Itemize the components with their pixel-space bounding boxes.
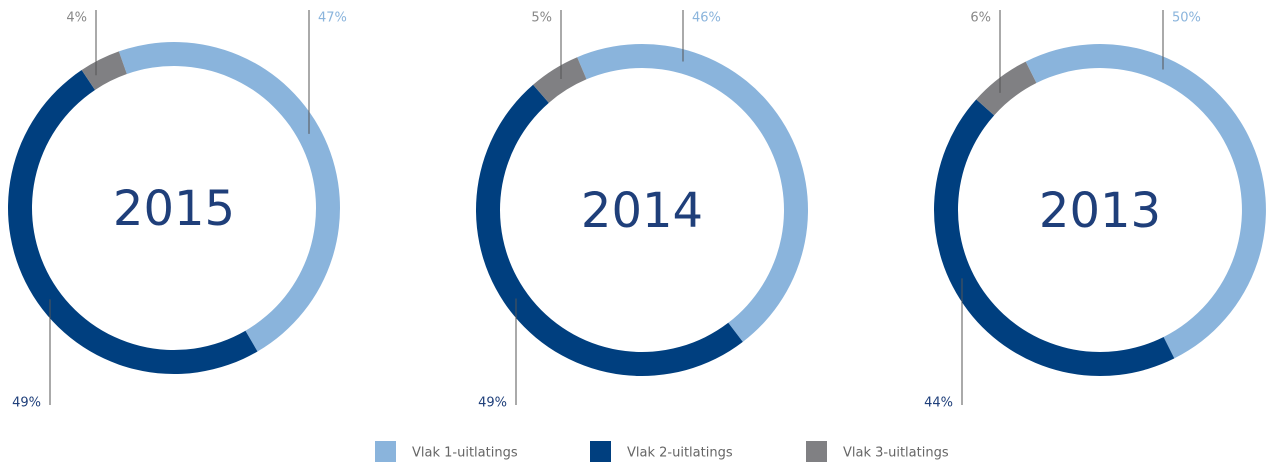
value-label: 5% [531,11,552,26]
legend-label: Vlak 2-uitlatings [627,446,733,461]
legend-swatch [375,441,396,462]
donut-segment [577,44,808,342]
legend-label: Vlak 3-uitlatings [843,446,949,461]
donut-segment [976,61,1037,116]
center-label: 2015 [113,181,235,237]
donut-segment [81,51,127,91]
center-label: 2014 [581,183,703,239]
value-label: 44% [924,396,953,411]
value-label: 46% [692,11,721,26]
value-label: 4% [66,11,87,26]
donut-segment [8,70,258,374]
donut-segment [933,99,1175,377]
value-label: 49% [12,396,41,411]
value-label: 47% [318,11,347,26]
legend-label: Vlak 1-uitlatings [412,446,518,461]
donut-segment [476,84,743,376]
donut-segment [1025,44,1266,359]
legend-swatch [806,441,827,462]
value-label: 49% [478,396,507,411]
value-label: 50% [1172,11,1201,26]
center-label: 2013 [1039,183,1161,239]
donut-segment [533,57,587,103]
legend-swatch [590,441,611,462]
value-label: 6% [970,11,991,26]
